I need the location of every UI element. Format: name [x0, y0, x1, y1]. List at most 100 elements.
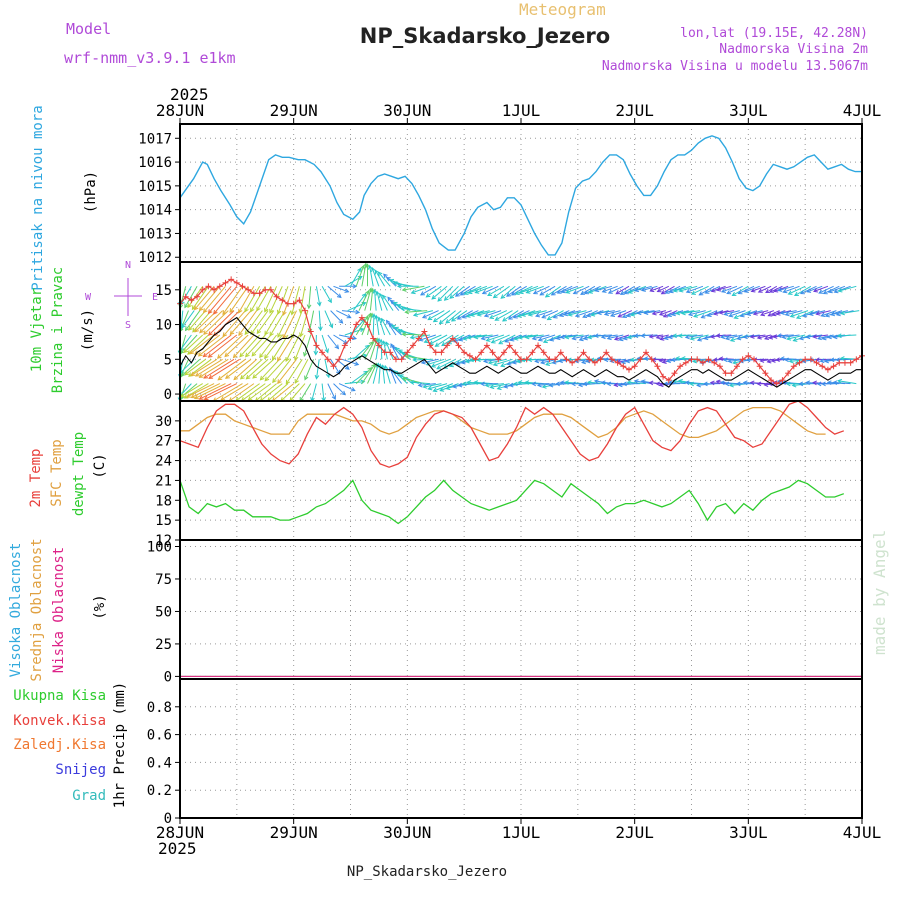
wind-arrow — [374, 289, 377, 311]
wind-arrow-head — [621, 313, 627, 318]
wind-arrow-head — [670, 357, 676, 363]
wind-arrow — [423, 383, 442, 388]
wind-arrow-head — [379, 292, 384, 298]
wind-arrow-head — [582, 313, 588, 318]
wind-arrow — [663, 310, 678, 318]
wind-arrow — [505, 334, 522, 343]
wind-arrow — [324, 310, 333, 328]
wind-arrow — [277, 334, 295, 362]
wind-arrow-head — [542, 338, 548, 344]
wind-arrow — [436, 358, 456, 370]
wind-arrow-head — [487, 291, 493, 297]
wind-arrow — [774, 285, 789, 292]
wind-arrow — [390, 343, 400, 360]
wind-arrow — [277, 310, 292, 338]
wind-arrow — [241, 383, 266, 402]
wind-arrow-head — [367, 264, 373, 270]
compass-rose: N S E W — [85, 260, 158, 331]
wind-arrow-head — [617, 313, 623, 318]
wind-arrow — [426, 285, 442, 298]
wind-arrow-head — [181, 371, 186, 377]
wind-arrow-head — [812, 334, 818, 339]
wind-arrow-head — [203, 374, 209, 379]
wind-arrow — [535, 310, 553, 317]
wind-arrow — [394, 327, 414, 336]
wind-arrow-head — [735, 381, 741, 387]
wind-arrow — [350, 370, 368, 385]
wind-arrow-head — [541, 384, 547, 389]
wind-arrow-head — [198, 395, 204, 400]
wind-arrow-head — [374, 314, 380, 320]
wind-arrow — [724, 310, 740, 315]
wind-arrow — [679, 285, 698, 292]
wind-speed-line — [179, 316, 862, 388]
wind-arrow — [628, 285, 647, 294]
wind-arrow-head — [787, 290, 793, 295]
wind-arrow-head — [397, 329, 403, 334]
wind-arrow-head — [453, 338, 459, 343]
wind-arrow — [315, 286, 321, 306]
wind-arrow-head — [492, 293, 498, 299]
wind-arrow-head — [397, 349, 403, 354]
wind-arrow — [601, 334, 618, 338]
wind-arrow — [282, 286, 295, 316]
wind-arrow-head — [389, 278, 395, 284]
wind-arrow-head — [294, 355, 299, 361]
y-tick-label: 0.4 — [147, 755, 172, 771]
pressure-ylabel: Pritisak na nivou mora — [30, 105, 46, 290]
wind-arrow-head — [465, 313, 471, 318]
wind-arrow — [807, 285, 823, 293]
wind-arrow-head — [723, 311, 729, 316]
wind-arrow-head — [238, 331, 243, 337]
wind-arrow-head — [346, 314, 352, 319]
wind-arrow-head — [792, 337, 798, 342]
wind-arrow-head — [507, 315, 513, 320]
wind-arrow-head — [466, 380, 472, 385]
wind-arrow-head — [474, 289, 480, 294]
wind-arrow-head — [259, 353, 264, 359]
wind-arrow-head — [422, 384, 428, 389]
wind-arrow-head — [443, 296, 449, 301]
wind-arrow-head — [709, 380, 715, 386]
wind-arrow — [382, 295, 394, 311]
wind-arrow — [282, 310, 297, 339]
wind-arrow — [184, 358, 206, 376]
wind-arrow — [259, 334, 277, 358]
wind-arrow — [420, 285, 437, 296]
wind-arrow-head — [430, 363, 436, 368]
wind-arrow-head — [551, 359, 557, 365]
wind-arrow — [186, 383, 215, 398]
temp-unit: (C) — [92, 453, 108, 478]
wind-arrow — [361, 364, 376, 384]
wind-arrow-head — [194, 327, 200, 333]
wind-arrow-head — [816, 381, 822, 387]
wind-arrow — [208, 310, 235, 336]
wind-arrow — [199, 310, 223, 333]
wind-arrow-head — [613, 382, 619, 388]
wind-arrow-head — [524, 380, 530, 385]
wind-arrow — [426, 358, 445, 366]
wind-arrow — [198, 334, 226, 357]
cloud-ylabel-1: Visoka Oblacnost — [8, 543, 24, 678]
y-tick-label: 15 — [155, 283, 172, 299]
wind-arrow — [433, 310, 451, 323]
wind-arrow-head — [517, 380, 523, 385]
wind-arrow — [375, 315, 380, 336]
wind-arrow-head — [269, 331, 274, 337]
wind-arrow — [199, 285, 221, 311]
wind-arrow-head — [564, 380, 570, 385]
wind-arrow — [765, 285, 778, 293]
wind-arrow — [721, 285, 738, 293]
wind-arrow-head — [264, 376, 270, 382]
wind-arrow-head — [613, 336, 619, 341]
wind-arrow — [816, 310, 831, 315]
wind-arrow — [321, 286, 332, 303]
wind-arrow — [595, 285, 613, 292]
wind-arrow-head — [377, 271, 383, 277]
wind-arrow-head — [489, 384, 495, 390]
wind-arrow — [244, 310, 263, 335]
wind-arrow-head — [531, 381, 537, 387]
wind-arrow-head — [334, 344, 340, 350]
wind-arrow — [729, 310, 746, 317]
wind-arrow-head — [338, 319, 344, 324]
